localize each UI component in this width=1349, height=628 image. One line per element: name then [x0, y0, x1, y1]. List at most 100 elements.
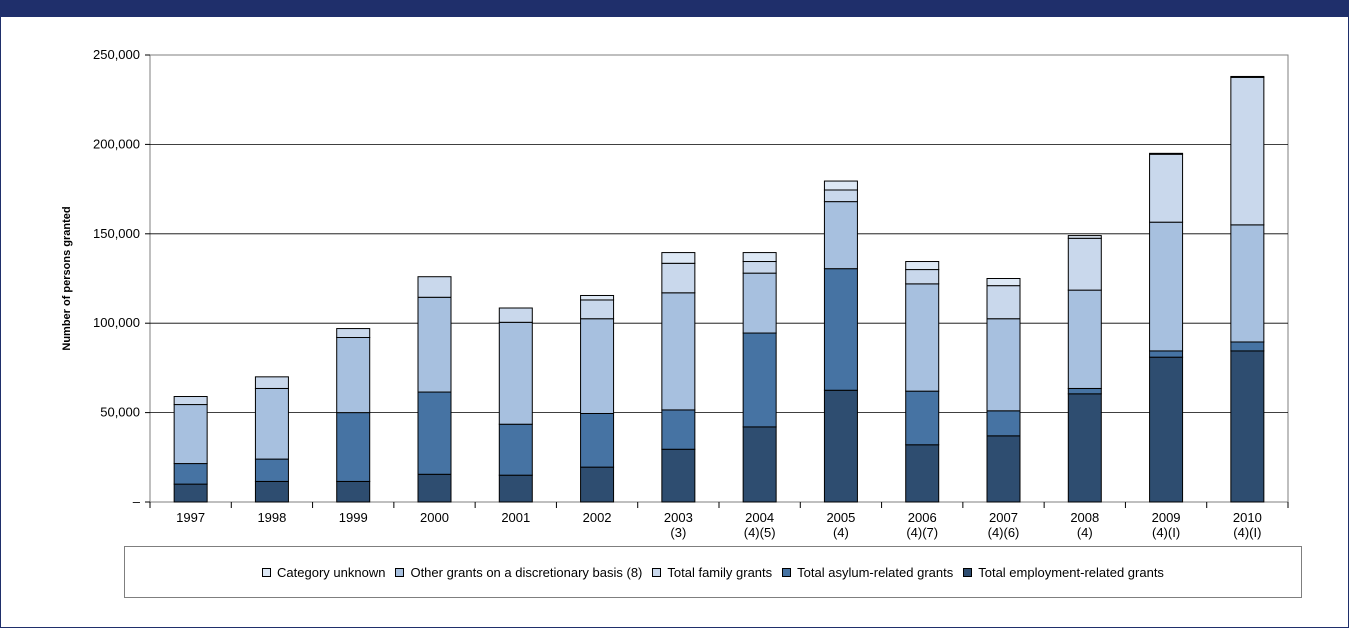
bar-segment-2004-series-1 — [742, 332, 777, 428]
bar-segment-2007-series-1 — [986, 410, 1021, 437]
x-tick-label: 1999 — [339, 510, 368, 525]
x-tick-label: 2003 — [664, 510, 693, 525]
bar-segment-2001-series-1 — [498, 423, 533, 476]
x-tick-label: 2004 — [745, 510, 774, 525]
bar-segment-2003-series-0 — [661, 448, 696, 503]
bar-segment-1998-series-1 — [254, 458, 289, 482]
bar-segment-2010-series-4 — [1230, 75, 1265, 78]
bar-segment-2009-series-2 — [1149, 221, 1184, 352]
y-tick-label: 150,000 — [93, 226, 140, 241]
bar-segment-2008-series-2 — [1067, 289, 1102, 389]
legend-label: Total asylum-related grants — [797, 564, 954, 580]
x-tick-sublabel: (4) — [833, 525, 849, 540]
legend-item: Total family grants — [652, 565, 772, 580]
bar-segment-2009-series-1 — [1149, 350, 1184, 358]
legend-item: Other grants on a discretionary basis (8… — [395, 565, 642, 580]
bar-segment-2005-series-1 — [823, 268, 858, 391]
bar-segment-2008-series-3 — [1067, 237, 1102, 291]
x-tick-sublabel: (4)(I) — [1233, 525, 1261, 540]
bar-segment-1998-series-3 — [254, 376, 289, 389]
y-tick-label: – — [133, 494, 141, 509]
x-tick-sublabel: (4) — [1077, 525, 1093, 540]
bar-segment-2001-series-3 — [498, 307, 533, 323]
bar-segment-2003-series-1 — [661, 409, 696, 450]
legend-swatch — [262, 567, 272, 577]
legend-swatch — [652, 567, 662, 577]
y-tick-label: 50,000 — [100, 405, 140, 420]
x-tick-label: 2006 — [908, 510, 937, 525]
bar-segment-2006-series-2 — [905, 283, 940, 392]
bar-segment-2007-series-3 — [986, 285, 1021, 320]
y-axis-title: Number of persons granted — [61, 206, 73, 350]
x-tick-label: 2007 — [989, 510, 1018, 525]
bar-segment-2006-series-4 — [905, 261, 940, 271]
bar-segment-1997-series-2 — [173, 404, 208, 465]
bar-segment-2004-series-0 — [742, 426, 777, 503]
bar-segment-2005-series-2 — [823, 201, 858, 270]
bar-segment-2009-series-3 — [1149, 153, 1184, 223]
legend-item: Total asylum-related grants — [782, 565, 953, 580]
bar-segment-2010-series-3 — [1230, 76, 1265, 226]
bar-segment-1997-series-1 — [173, 463, 208, 485]
bar-segment-1999-series-1 — [336, 412, 371, 482]
bar-segment-2000-series-1 — [417, 391, 452, 475]
legend-swatch — [963, 567, 973, 577]
bar-segment-2006-series-1 — [905, 390, 940, 446]
bar-segment-1999-series-0 — [336, 480, 371, 503]
header-bar — [1, 1, 1348, 17]
bar-segment-2002-series-3 — [580, 299, 615, 320]
bar-segment-2000-series-0 — [417, 473, 452, 503]
x-tick-label: 2001 — [501, 510, 530, 525]
bar-segment-2009-series-0 — [1149, 356, 1184, 503]
bar-segment-2004-series-4 — [742, 252, 777, 263]
bar-segment-2010-series-2 — [1230, 224, 1265, 343]
x-tick-sublabel: (3) — [670, 525, 686, 540]
x-tick-label: 2008 — [1070, 510, 1099, 525]
bar-segment-2007-series-0 — [986, 435, 1021, 503]
x-tick-sublabel: (4)(5) — [744, 525, 776, 540]
bar-segment-2002-series-0 — [580, 466, 615, 503]
x-tick-sublabel: (4)(7) — [906, 525, 938, 540]
bar-segment-2005-series-4 — [823, 180, 858, 191]
x-tick-label: 2009 — [1152, 510, 1181, 525]
bar-segment-1997-series-3 — [173, 396, 208, 406]
bar-segment-2008-series-0 — [1067, 393, 1102, 503]
legend-label: Category unknown — [277, 564, 386, 580]
bar-segment-2004-series-3 — [742, 261, 777, 274]
legend-item: Category unknown — [262, 565, 385, 580]
bar-segment-2010-series-1 — [1230, 341, 1265, 352]
x-tick-label: 1998 — [257, 510, 286, 525]
bar-segment-2002-series-2 — [580, 318, 615, 414]
bar-segment-2002-series-1 — [580, 412, 615, 468]
x-tick-sublabel: (4)(I) — [1152, 525, 1180, 540]
x-tick-label: 2005 — [826, 510, 855, 525]
legend-label: Other grants on a discretionary basis (8… — [410, 564, 643, 580]
bar-segment-2006-series-0 — [905, 444, 940, 503]
x-tick-label: 2002 — [583, 510, 612, 525]
bar-segment-2003-series-2 — [661, 292, 696, 411]
bar-segment-2003-series-4 — [661, 252, 696, 264]
bar-segment-2006-series-3 — [905, 269, 940, 285]
y-tick-label: 250,000 — [93, 47, 140, 62]
legend: Category unknown Other grants on a discre… — [124, 546, 1302, 598]
bar-segment-2009-series-4 — [1149, 152, 1184, 155]
legend-item: Total employment-related grants — [963, 565, 1164, 580]
x-tick-label: 2000 — [420, 510, 449, 525]
bar-segment-2008-series-1 — [1067, 387, 1102, 395]
bar-segment-2007-series-2 — [986, 318, 1021, 412]
legend-swatch — [395, 567, 405, 577]
x-tick-sublabel: (4)(6) — [988, 525, 1020, 540]
bar-segment-2008-series-4 — [1067, 235, 1102, 239]
bar-segment-1998-series-2 — [254, 387, 289, 460]
legend-label: Total family grants — [667, 564, 773, 580]
bar-segment-2005-series-3 — [823, 189, 858, 203]
bar-segment-1999-series-2 — [336, 337, 371, 414]
legend-label: Total employment-related grants — [978, 564, 1164, 580]
y-tick-label: 200,000 — [93, 136, 140, 151]
x-tick-label: 2010 — [1233, 510, 1262, 525]
x-tick-label: 1997 — [176, 510, 205, 525]
bar-segment-2005-series-0 — [823, 389, 858, 503]
bar-segment-2001-series-2 — [498, 321, 533, 425]
bar-segment-2000-series-3 — [417, 276, 452, 298]
bar-segment-2007-series-4 — [986, 278, 1021, 287]
